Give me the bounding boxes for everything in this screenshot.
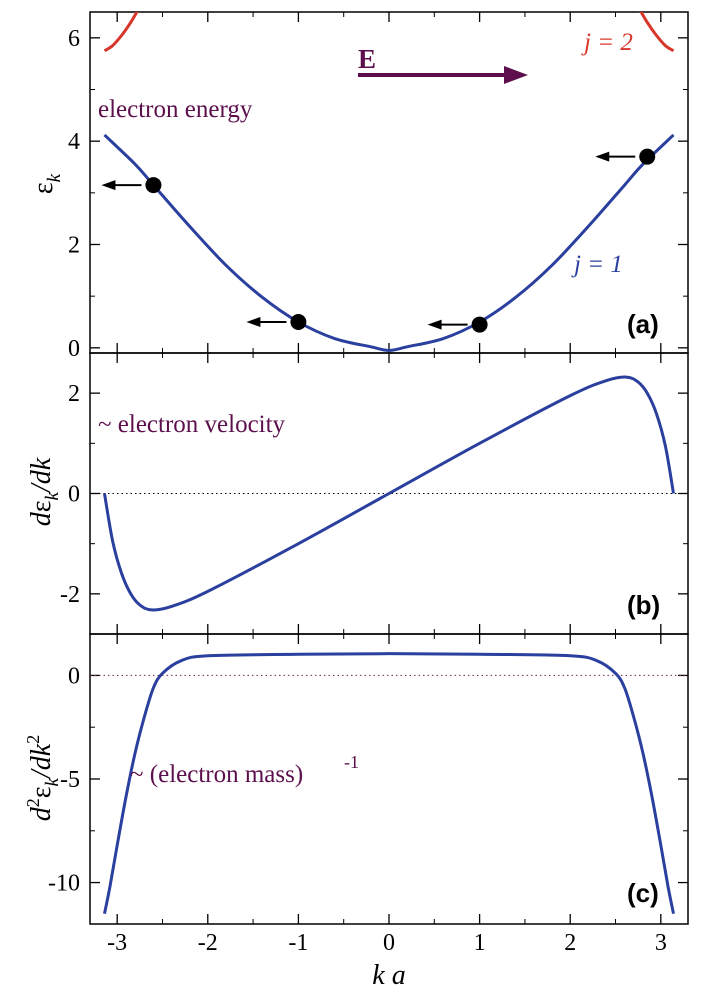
velocity-arrow-head (101, 180, 116, 191)
y-tick-label: 0 (68, 336, 80, 362)
y-tick-label: -5 (60, 767, 80, 793)
y-tick-label: -2 (60, 582, 80, 608)
xlabel: k a (372, 960, 405, 991)
svg-text:dεk/dk: dεk/dk (26, 457, 63, 526)
energy-label: electron energy (98, 96, 253, 123)
curves-group (103, 12, 675, 914)
x-tick-label: -3 (107, 930, 127, 956)
data-point (145, 177, 162, 194)
x-tick-label: -1 (288, 930, 308, 956)
velocity-arrow-head (246, 317, 261, 327)
field-arrow-head (504, 66, 528, 84)
y-tick-label: 0 (68, 663, 80, 689)
band2-label: j = 2 (581, 29, 633, 56)
markers-group (101, 148, 656, 333)
band1-label: j = 1 (571, 251, 623, 278)
data-point (290, 314, 307, 330)
data-point (639, 148, 656, 165)
series-line (103, 12, 139, 53)
y-tick-label: 0 (68, 482, 80, 508)
x-tick-label: 1 (474, 930, 486, 956)
series-line (103, 375, 675, 612)
mass-exponent: -1 (344, 752, 359, 772)
y-tick-label: 2 (68, 233, 80, 259)
mass-label: ~ (electron mass) (130, 761, 303, 788)
y-tick-label: 2 (68, 381, 80, 407)
panel-a-tag: (a) (627, 309, 659, 339)
y-tick-label: 4 (68, 129, 80, 155)
x-tick-label: 3 (655, 930, 667, 956)
velocity-arrow-head (595, 151, 610, 162)
panel-b-tag: (b) (627, 590, 660, 620)
ticks-group (90, 12, 688, 924)
svg-text:εk: εk (28, 173, 65, 194)
x-tick-label: -2 (198, 930, 218, 956)
y-tick-label: -10 (48, 871, 80, 897)
svg-text:d2εk/dk2: d2εk/dk2 (23, 735, 63, 821)
panel-c-tag: (c) (627, 878, 659, 908)
series-line (103, 133, 675, 352)
x-tick-label: 0 (383, 930, 395, 956)
panel-a-frame (89, 11, 689, 354)
data-point (471, 316, 488, 333)
velocity-label: ~ electron velocity (98, 411, 286, 438)
velocity-arrow-head (427, 319, 442, 330)
y-tick-label: 6 (68, 26, 80, 52)
series-line (103, 652, 675, 914)
zero-lines (90, 493, 688, 676)
field-label: E (358, 44, 376, 74)
series-line (639, 12, 675, 53)
x-tick-label: 2 (564, 930, 576, 956)
ylabel-a: εk (28, 173, 65, 194)
ylabel-c: d2εk/dk2 (23, 735, 63, 821)
ylabel-b: dεk/dk (26, 457, 63, 526)
